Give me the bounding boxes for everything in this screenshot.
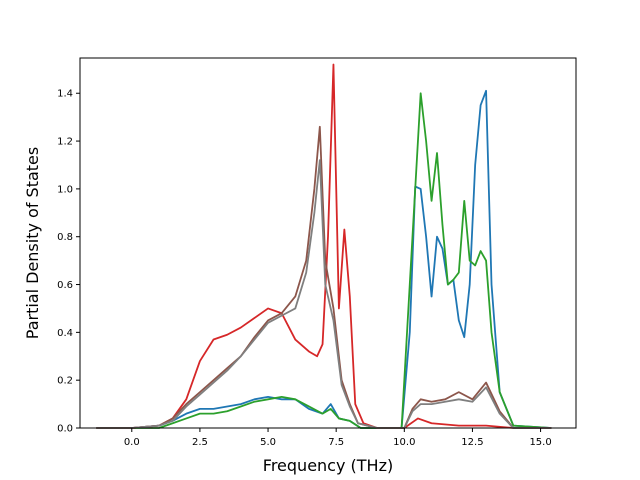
series-line-2 bbox=[96, 63, 552, 429]
x-tick-label: 7.5 bbox=[328, 437, 344, 448]
x-tick-label: 12.5 bbox=[461, 437, 483, 448]
y-tick-label: 1.2 bbox=[57, 137, 73, 148]
y-tick-label: 0.4 bbox=[57, 328, 73, 339]
x-axis: 0.0 2.5 5.0 7.5 10.0 12.5 15.0 bbox=[124, 428, 552, 448]
x-tick-label: 5.0 bbox=[260, 437, 276, 448]
y-tick-label: 0.6 bbox=[57, 280, 73, 291]
y-tick-label: 0.2 bbox=[57, 376, 73, 387]
x-tick-label: 10.0 bbox=[393, 437, 415, 448]
y-tick-label: 0.8 bbox=[57, 232, 73, 243]
x-axis-label: Frequency (THz) bbox=[263, 456, 393, 475]
plot-frame bbox=[79, 57, 577, 429]
series-line-4 bbox=[96, 159, 552, 429]
y-tick-label: 1.4 bbox=[57, 89, 73, 100]
x-tick-label: 15.0 bbox=[529, 437, 551, 448]
y-tick-label: 1.0 bbox=[57, 184, 73, 195]
y-axis: 0.0 0.2 0.4 0.6 0.8 1.0 1.2 1.4 bbox=[57, 89, 80, 435]
x-tick-label: 2.5 bbox=[192, 437, 208, 448]
y-axis-label: Partial Density of States bbox=[23, 147, 42, 339]
series-line-3 bbox=[96, 125, 552, 429]
x-tick-label: 0.0 bbox=[124, 437, 140, 448]
y-tick-label: 0.0 bbox=[57, 424, 73, 435]
